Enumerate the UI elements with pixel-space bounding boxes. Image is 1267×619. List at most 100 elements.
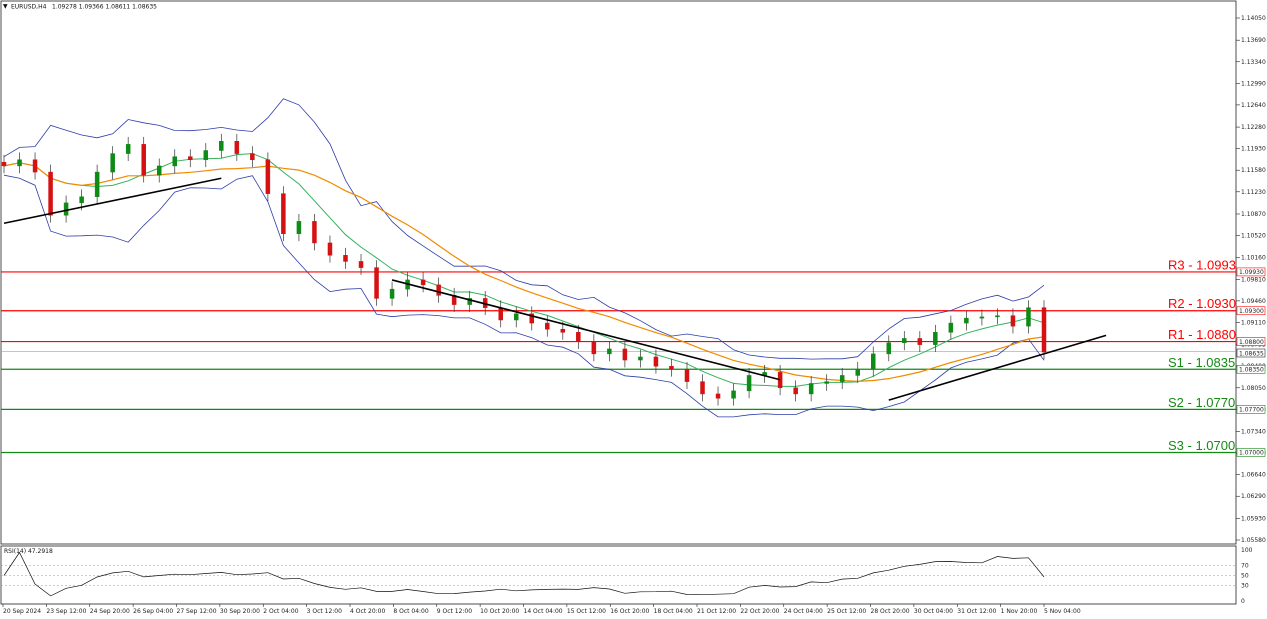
- level-tag-box: [1236, 448, 1266, 457]
- price-tick-label: 1.06290: [1241, 493, 1266, 500]
- time-tick-label: 15 Oct 12:00: [567, 608, 606, 615]
- price-tick-label: 1.06640: [1241, 472, 1266, 479]
- candle-body: [63, 202, 69, 216]
- price-tick-label: 1.12640: [1241, 102, 1266, 109]
- candle-body: [17, 159, 22, 167]
- candle-body: [871, 353, 876, 370]
- candle-body: [389, 288, 395, 299]
- candle-body: [141, 144, 146, 176]
- candle-body: [638, 356, 643, 361]
- candle-body: [824, 381, 829, 384]
- price-tick-label: 1.11230: [1241, 189, 1266, 196]
- price-tick-label: 1.11580: [1241, 167, 1266, 174]
- candle-body: [203, 150, 209, 160]
- green-moving-average: [3, 153, 1045, 387]
- level-tag-box: [1236, 267, 1266, 277]
- candle-body: [607, 348, 612, 355]
- time-tick-label: 2 Oct 04:00: [263, 608, 298, 615]
- candle-body: [420, 279, 426, 286]
- candle-body: [560, 328, 566, 333]
- rsi-tick-label: 50: [1241, 573, 1249, 580]
- price-tags: 1.09930 1.09300 1.08800 1.08350 1.07700 1.070…: [1236, 267, 1266, 457]
- time-tick-label: 3 Oct 12:00: [307, 608, 342, 615]
- bollinger-lower-band: [3, 174, 1045, 418]
- candle-body: [234, 141, 240, 154]
- current-price-tag: 1.08635: [1236, 348, 1266, 358]
- candle-body: [1041, 307, 1047, 353]
- uptrend-line-september: [3, 177, 222, 225]
- price-tick-label: 1.09810: [1241, 276, 1266, 283]
- time-tick-label: 22 Oct 20:00: [740, 608, 779, 615]
- time-tick-label: 9 Oct 12:00: [437, 608, 472, 615]
- candle-body: [312, 221, 317, 244]
- time-tick-label: 4 Oct 20:00: [350, 608, 385, 615]
- candle-body: [156, 165, 162, 176]
- rsi-tick-label: 0: [1241, 598, 1245, 605]
- candle-body: [964, 317, 969, 324]
- level-label-s3: S3 - 1.0700: [1168, 438, 1235, 453]
- candle-body: [886, 342, 892, 355]
- candle-body: [1, 161, 7, 167]
- trendlines: [3, 177, 1107, 401]
- candle-body: [79, 196, 84, 204]
- candle-body: [327, 242, 333, 256]
- time-tick-label: 8 Oct 04:00: [393, 608, 428, 615]
- candle-body: [1010, 315, 1016, 327]
- rsi-label: RSI(14) 47.2918: [4, 548, 53, 555]
- candle-body: [545, 322, 550, 330]
- level-tag-box: [1236, 364, 1266, 374]
- candle-body: [529, 313, 535, 324]
- time-tick-label: 25 Oct 12:00: [827, 608, 866, 615]
- candle-body: [715, 393, 721, 399]
- ohlc-readout: 1.09278 1.09366 1.08611 1.08635: [52, 4, 157, 11]
- candle-body: [1026, 307, 1031, 327]
- level-tag-r3: 1.09930: [1239, 269, 1264, 276]
- level-label-r1: R1 - 1.0880: [1168, 327, 1236, 342]
- candle-body: [498, 307, 503, 321]
- level-tag-box: [1236, 337, 1266, 346]
- candle-body: [995, 315, 1000, 318]
- rsi-panel[interactable]: [0, 545, 1237, 605]
- candle-body: [125, 144, 131, 154]
- symbol-dropdown-icon[interactable]: ▼: [3, 3, 8, 10]
- level-labels: R3 - 1.0993 R2 - 1.0930 R1 - 1.0880 S1 - 1.…: [1168, 257, 1236, 453]
- rsi-tick-label: 70: [1241, 562, 1249, 569]
- candle-body: [436, 284, 441, 296]
- time-tick-label: 30 Oct 04:00: [914, 608, 953, 615]
- candle-body: [265, 159, 271, 194]
- candle-body: [622, 348, 628, 361]
- time-tick-label: 24 Oct 04:00: [784, 608, 823, 615]
- downtrend-line-october: [391, 279, 781, 381]
- price-tick-label: 1.10160: [1241, 255, 1266, 262]
- price-tick-label: 1.09110: [1241, 319, 1266, 326]
- moving-averages: [3, 153, 1045, 387]
- rsi-axis: 100 70 50 30 0: [1241, 547, 1253, 605]
- rsi-line: [3, 551, 1045, 597]
- price-tick-label: 1.10870: [1241, 211, 1266, 218]
- price-tick-label: 1.09460: [1241, 298, 1266, 305]
- candle-body: [513, 313, 519, 321]
- time-tick-label: 27 Sep 12:00: [177, 608, 217, 615]
- symbol-label: EURUSD,H4: [11, 4, 47, 11]
- price-tick-label: 1.11930: [1241, 146, 1266, 153]
- candle-body: [343, 255, 348, 262]
- time-tick-label: 14 Oct 04:00: [524, 608, 563, 615]
- candle-body: [808, 383, 814, 395]
- candlesticks: [1, 133, 1047, 406]
- candle-body: [746, 375, 752, 392]
- candle-body: [839, 375, 845, 382]
- candle-body: [32, 159, 38, 173]
- candle-body: [110, 153, 115, 173]
- candle-body: [700, 381, 705, 395]
- time-tick-label: 10 Oct 20:00: [480, 608, 519, 615]
- time-tick-label: 21 Oct 12:00: [697, 608, 736, 615]
- candle-body: [669, 365, 674, 370]
- time-tick-label: 31 Oct 12:00: [957, 608, 996, 615]
- level-label-s1: S1 - 1.0835: [1168, 355, 1235, 370]
- rsi-tick-label: 100: [1241, 547, 1253, 554]
- candle-body: [917, 338, 923, 345]
- price-tick-label: 1.10520: [1241, 233, 1266, 240]
- price-tick-label: 1.05580: [1241, 537, 1266, 544]
- rsi-indicator: [1, 551, 1236, 597]
